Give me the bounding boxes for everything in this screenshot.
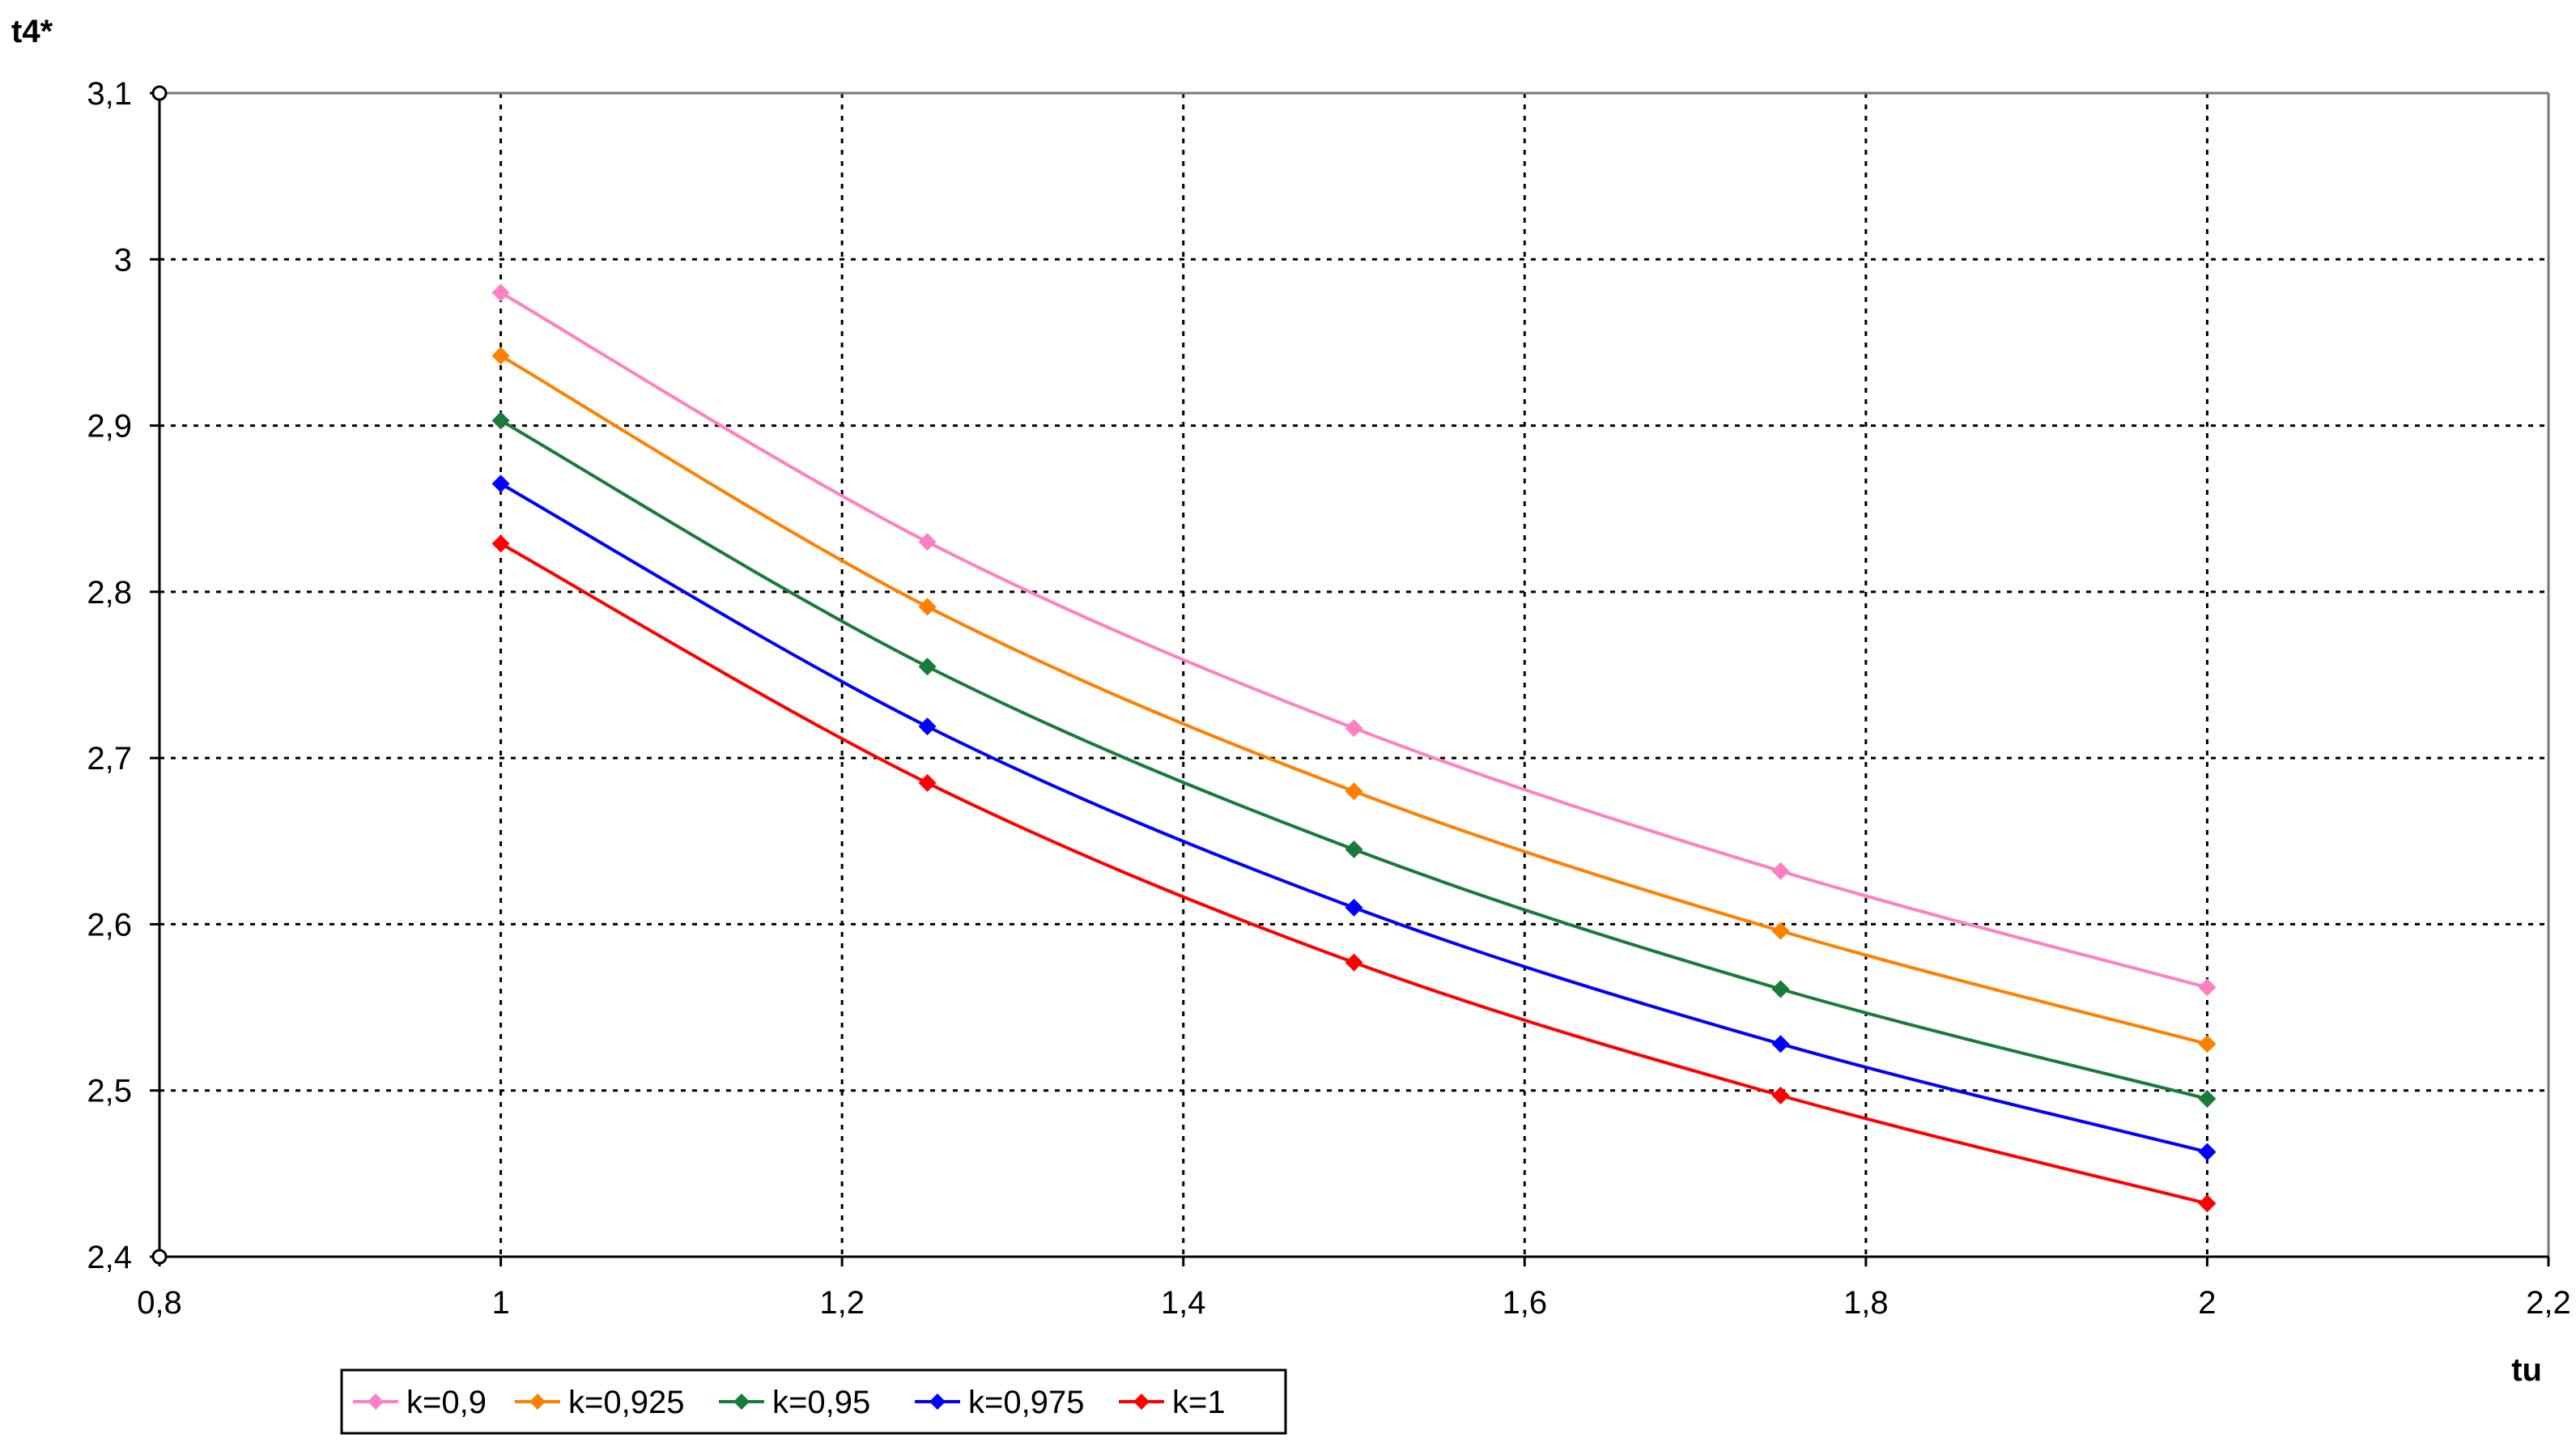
legend: k=0,9 k=0,925 k=0,95 k=0,975 k=1 [340,1368,1287,1435]
legend-label: k=0,975 [968,1385,1084,1420]
series-4 [491,534,2217,1213]
axis-end-marker [151,85,168,101]
y-tick-label: 3,1 [87,76,132,112]
series-line [499,542,2208,1206]
data-point [1771,980,1790,998]
y-tick-label: 2,7 [87,741,132,777]
y-tick-labels: 2,4 2,5 2,6 2,7 2,8 2,9 3 3,1 [87,76,132,1275]
legend-label: k=0,925 [568,1385,684,1420]
x-tick-label: 1,6 [1502,1285,1547,1321]
y-tick-label: 2,6 [87,907,132,943]
y-tick-label: 2,5 [87,1074,132,1109]
x-tick-label: 1 [491,1285,509,1321]
legend-label: k=0,9 [406,1385,487,1420]
data-point [918,717,937,736]
legend-label: k=0,95 [772,1385,870,1420]
series-2 [491,411,2217,1108]
data-point [1771,1086,1790,1104]
y-tick-label: 3 [114,242,132,278]
data-point [918,658,937,676]
x-tick-label: 1,4 [1161,1285,1206,1321]
data-point [2198,1089,2217,1108]
x-tick-label: 0,8 [137,1285,182,1321]
x-tick-label: 1,8 [1843,1285,1889,1321]
data-point [1345,841,1363,859]
y-axis-label: t4* [11,14,53,49]
x-tick-label: 2,2 [2526,1285,2571,1321]
data-point [1345,719,1363,738]
grid [159,92,2548,1257]
y-tick-label: 2,9 [87,409,132,445]
legend-item: k=0,925 [515,1385,684,1420]
series-3 [491,475,2217,1161]
data-point [1345,898,1363,917]
data-point [1345,782,1363,801]
data-point [918,598,937,616]
data-point [491,534,510,553]
legend-swatch-marker [929,1394,946,1410]
x-tick-label: 1,2 [819,1285,865,1321]
data-point [918,773,937,792]
legend-swatch-marker [1133,1394,1150,1410]
axis-origin-marker [151,1249,168,1265]
data-point [1345,953,1363,972]
x-tick-label: 2 [2198,1285,2216,1321]
data-point [1771,1035,1790,1053]
legend-label: k=1 [1172,1385,1226,1420]
data-point [491,411,510,430]
data-point [1771,921,1790,940]
legend-item: k=0,975 [915,1385,1084,1420]
series-line [499,419,2208,1100]
legend-item: k=1 [1119,1385,1226,1420]
legend-swatch-marker [368,1394,384,1410]
x-axis-label: tu [2511,1352,2542,1388]
data-point [491,283,510,302]
data-point [2198,978,2217,997]
data-point [2198,1143,2217,1161]
y-tick-label: 2,4 [87,1240,132,1275]
series-group [491,283,2217,1213]
series-line [499,291,2208,989]
legend-swatch-marker [529,1394,546,1410]
data-point [2198,1035,2217,1053]
y-tick-label: 2,8 [87,575,132,611]
legend-item: k=0,9 [353,1385,487,1420]
data-point [1771,862,1790,880]
data-point [918,533,937,551]
series-line [499,354,2208,1046]
axes [150,85,2550,1266]
series-0 [491,283,2217,997]
series-1 [491,347,2217,1053]
data-point [491,475,510,493]
series-line [499,482,2208,1154]
data-point [491,347,510,365]
legend-item: k=0,95 [719,1385,870,1420]
legend-swatch-marker [733,1394,750,1410]
x-tick-labels: 0,8 1 1,2 1,4 1,6 1,8 2 2,2 [137,1285,2571,1321]
data-point [2198,1194,2217,1213]
